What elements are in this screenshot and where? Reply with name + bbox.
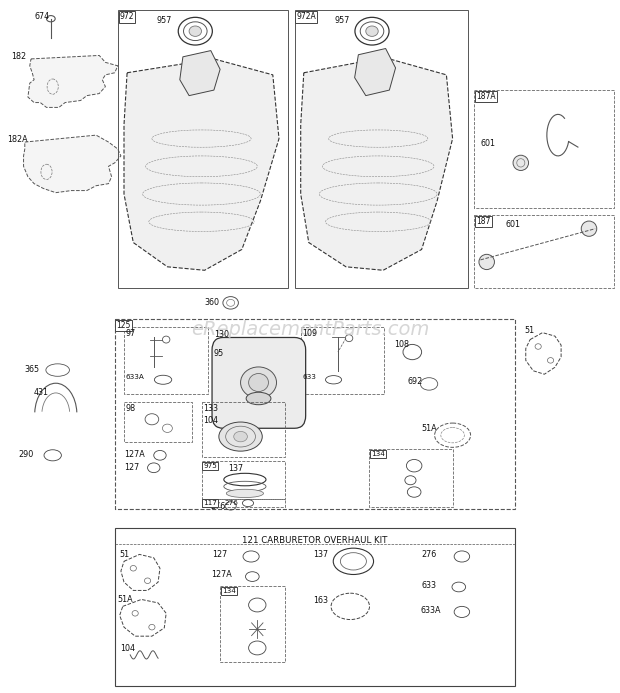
Text: 182A: 182A	[7, 135, 28, 144]
Ellipse shape	[249, 374, 268, 392]
Bar	[369, 449, 453, 507]
Text: 957: 957	[335, 16, 350, 25]
Bar	[220, 586, 285, 662]
Text: 127A: 127A	[211, 570, 231, 579]
Bar	[294, 10, 468, 288]
Bar	[474, 90, 614, 208]
Text: 187A: 187A	[476, 92, 496, 101]
Text: 127: 127	[124, 463, 140, 472]
Text: 633A: 633A	[420, 606, 441, 615]
Bar	[202, 461, 285, 499]
Text: 633: 633	[422, 581, 436, 590]
Polygon shape	[28, 55, 118, 107]
Text: 125: 125	[117, 321, 131, 330]
Text: 130: 130	[214, 330, 229, 339]
Text: 133: 133	[203, 404, 218, 413]
Ellipse shape	[582, 221, 596, 236]
Bar	[115, 319, 515, 509]
Ellipse shape	[241, 367, 277, 398]
Text: 51: 51	[525, 326, 534, 335]
Text: 692: 692	[408, 377, 423, 386]
Text: 51A: 51A	[422, 424, 437, 433]
Text: 276: 276	[211, 502, 226, 511]
Text: 674: 674	[34, 12, 49, 21]
Bar	[118, 10, 288, 288]
Text: 360: 360	[205, 298, 219, 307]
Text: 134: 134	[371, 451, 384, 457]
Polygon shape	[124, 59, 279, 270]
Text: 276: 276	[224, 500, 238, 507]
Text: 104: 104	[203, 416, 218, 425]
Ellipse shape	[219, 422, 262, 451]
Bar	[124, 327, 208, 394]
Text: 601: 601	[505, 220, 520, 229]
Text: 104: 104	[120, 644, 135, 653]
Text: 633A: 633A	[126, 374, 144, 380]
Ellipse shape	[189, 26, 202, 36]
Text: 187: 187	[476, 217, 490, 226]
Text: 972: 972	[120, 12, 134, 21]
Text: 163: 163	[313, 596, 328, 605]
Ellipse shape	[234, 431, 247, 442]
Text: 431: 431	[34, 388, 49, 397]
Ellipse shape	[246, 392, 271, 405]
Text: 134: 134	[222, 588, 236, 594]
Bar	[115, 528, 515, 686]
Text: eReplacementParts.com: eReplacementParts.com	[191, 319, 429, 339]
Text: 98: 98	[126, 404, 136, 413]
Bar	[202, 402, 285, 457]
Text: 95: 95	[214, 349, 224, 358]
Ellipse shape	[366, 26, 378, 36]
Ellipse shape	[226, 489, 264, 498]
Text: 365: 365	[25, 365, 40, 374]
Text: 97: 97	[126, 329, 136, 338]
Text: 957: 957	[156, 16, 172, 25]
Text: 127A: 127A	[124, 450, 144, 459]
Polygon shape	[180, 51, 220, 96]
Text: 109: 109	[303, 329, 317, 338]
Bar	[124, 402, 192, 442]
Text: 290: 290	[19, 450, 34, 459]
Text: 601: 601	[480, 139, 495, 148]
Text: 182: 182	[11, 52, 26, 61]
Bar	[202, 499, 285, 507]
Text: 127: 127	[212, 550, 228, 559]
Polygon shape	[301, 58, 453, 270]
Bar	[474, 215, 614, 288]
Text: 137: 137	[228, 464, 243, 473]
Text: 117: 117	[203, 500, 217, 506]
Text: 51A: 51A	[118, 595, 133, 604]
Polygon shape	[24, 135, 121, 193]
Text: 51: 51	[120, 550, 130, 559]
Ellipse shape	[513, 155, 528, 170]
Text: 975: 975	[203, 463, 217, 469]
Polygon shape	[355, 49, 396, 96]
Text: 121 CARBURETOR OVERHAUL KIT: 121 CARBURETOR OVERHAUL KIT	[242, 536, 388, 545]
Bar	[301, 327, 384, 394]
Ellipse shape	[479, 254, 495, 270]
Text: 137: 137	[313, 550, 328, 559]
Text: 108: 108	[394, 340, 409, 349]
Text: 276: 276	[422, 550, 437, 559]
Text: 633: 633	[303, 374, 316, 380]
FancyBboxPatch shape	[212, 337, 306, 428]
Text: 972A: 972A	[296, 12, 316, 21]
